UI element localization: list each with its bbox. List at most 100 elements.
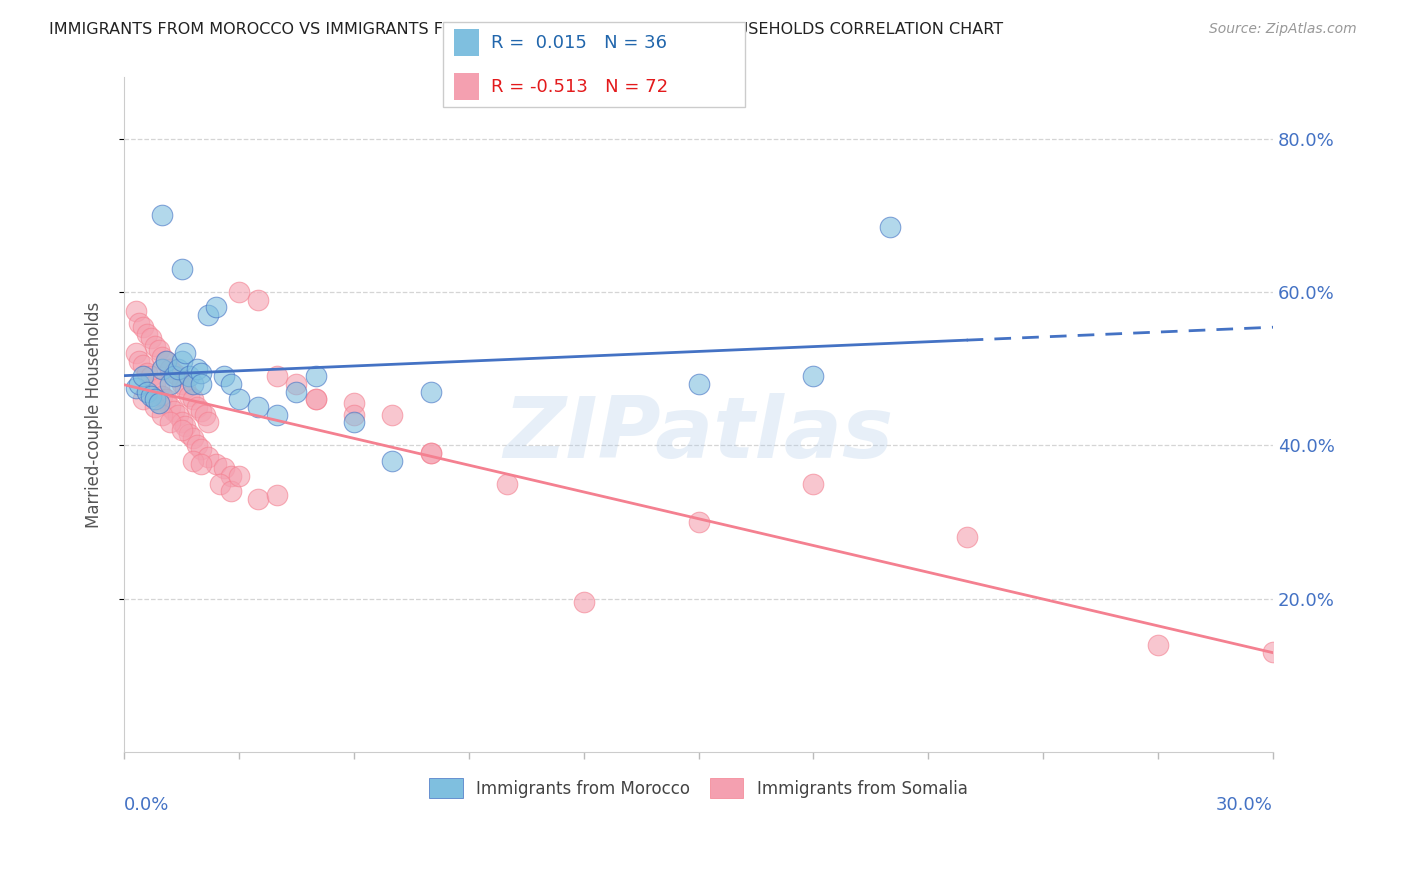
Point: [159, 415, 181, 429]
Point: [419, 446, 441, 460]
Point: [285, 384, 308, 399]
Point: [166, 361, 188, 376]
Point: [879, 219, 901, 234]
Point: [205, 458, 228, 472]
Text: Source: ZipAtlas.com: Source: ZipAtlas.com: [1209, 22, 1357, 37]
Point: [190, 366, 212, 380]
Text: 30.0%: 30.0%: [1216, 796, 1272, 814]
Point: [304, 369, 326, 384]
Point: [174, 346, 197, 360]
Point: [136, 366, 159, 380]
Point: [193, 408, 215, 422]
Point: [179, 369, 201, 384]
Text: 0.0%: 0.0%: [124, 796, 170, 814]
Point: [124, 381, 146, 395]
Point: [221, 484, 243, 499]
Point: [166, 369, 188, 384]
Point: [128, 354, 150, 368]
Point: [956, 530, 979, 544]
Point: [148, 343, 170, 357]
Point: [159, 400, 181, 414]
Point: [381, 453, 404, 467]
Point: [247, 491, 270, 506]
Point: [132, 392, 155, 407]
Point: [208, 476, 231, 491]
Point: [139, 369, 162, 384]
Point: [228, 285, 250, 299]
Point: [343, 408, 366, 422]
Point: [163, 404, 186, 418]
Point: [419, 384, 441, 399]
Point: [136, 384, 159, 399]
Point: [212, 369, 235, 384]
Point: [343, 415, 366, 429]
Point: [186, 361, 208, 376]
Point: [170, 354, 193, 368]
Point: [170, 377, 193, 392]
Point: [190, 377, 212, 392]
Point: [143, 339, 166, 353]
Point: [247, 293, 270, 307]
Point: [139, 331, 162, 345]
Point: [132, 319, 155, 334]
Point: [152, 408, 174, 422]
Point: [152, 208, 174, 222]
Point: [266, 488, 288, 502]
Point: [170, 262, 193, 277]
Point: [190, 442, 212, 457]
Text: R =  0.015   N = 36: R = 0.015 N = 36: [491, 34, 666, 52]
Point: [148, 396, 170, 410]
Point: [148, 381, 170, 395]
Point: [132, 369, 155, 384]
Point: [155, 354, 177, 368]
Point: [166, 408, 188, 422]
Point: [181, 453, 204, 467]
Point: [170, 415, 193, 429]
Point: [179, 426, 201, 441]
Point: [205, 301, 228, 315]
Point: [143, 392, 166, 407]
Point: [159, 361, 181, 376]
Point: [132, 358, 155, 372]
Point: [174, 381, 197, 395]
Point: [143, 400, 166, 414]
Point: [163, 366, 186, 380]
Text: IMMIGRANTS FROM MOROCCO VS IMMIGRANTS FROM SOMALIA MARRIED-COUPLE HOUSEHOLDS COR: IMMIGRANTS FROM MOROCCO VS IMMIGRANTS FR…: [49, 22, 1004, 37]
Point: [136, 327, 159, 342]
Point: [174, 419, 197, 434]
Text: ZIPatlas: ZIPatlas: [503, 393, 894, 476]
Point: [572, 595, 595, 609]
Point: [128, 377, 150, 392]
Point: [181, 377, 204, 392]
Point: [186, 400, 208, 414]
Point: [496, 476, 519, 491]
Point: [266, 408, 288, 422]
Point: [181, 392, 204, 407]
Y-axis label: Married-couple Households: Married-couple Households: [86, 301, 103, 528]
Point: [285, 377, 308, 392]
Point: [247, 400, 270, 414]
Point: [128, 316, 150, 330]
Point: [152, 388, 174, 402]
Point: [190, 404, 212, 418]
Point: [190, 458, 212, 472]
Point: [170, 423, 193, 437]
Point: [139, 388, 162, 402]
Point: [179, 388, 201, 402]
Point: [181, 431, 204, 445]
Point: [228, 392, 250, 407]
Point: [124, 346, 146, 360]
Point: [197, 308, 219, 322]
Point: [381, 408, 404, 422]
Point: [155, 392, 177, 407]
Point: [304, 392, 326, 407]
Point: [197, 450, 219, 464]
Point: [1261, 645, 1284, 659]
Point: [228, 469, 250, 483]
Point: [803, 369, 825, 384]
Point: [159, 377, 181, 392]
Point: [1147, 638, 1170, 652]
Point: [221, 377, 243, 392]
Point: [186, 438, 208, 452]
Point: [688, 515, 710, 529]
